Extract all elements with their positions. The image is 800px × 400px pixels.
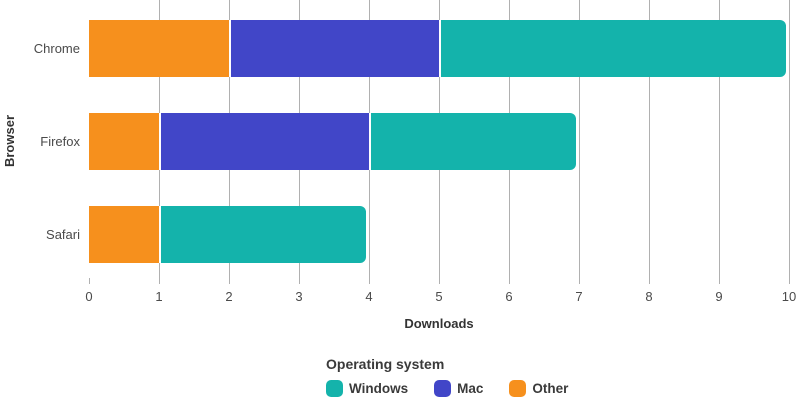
- legend-title: Operating system: [326, 356, 445, 372]
- x-tick-label-3: 3: [295, 289, 303, 304]
- legend-swatch-mac: [434, 380, 452, 397]
- y-category-label-chrome: Chrome: [33, 40, 80, 56]
- x-tick-label-2: 2: [225, 289, 233, 304]
- legend: Operating system Windows Mac Other: [326, 356, 568, 397]
- x-tick-label-8: 8: [645, 289, 653, 304]
- x-axis-title: Downloads: [404, 316, 474, 331]
- bar-segment-firefox-other: [89, 113, 159, 170]
- x-tick-label-1: 1: [155, 289, 163, 304]
- y-category-label-firefox: Firefox: [40, 133, 80, 149]
- x-tick-label-9: 9: [715, 289, 723, 304]
- gridline-9: [719, 0, 720, 284]
- legend-item-mac: Mac: [434, 380, 483, 397]
- legend-swatch-windows: [326, 380, 343, 397]
- legend-item-other: Other: [509, 380, 568, 397]
- legend-swatch-other: [509, 380, 527, 397]
- legend-items: Windows Mac Other: [326, 380, 568, 397]
- bar-segment-firefox-windows: [369, 113, 576, 170]
- legend-label-mac: Mac: [457, 381, 484, 396]
- x-tick-label-7: 7: [575, 289, 583, 304]
- bar-segment-firefox-mac: [159, 113, 369, 170]
- x-tick-label-5: 5: [435, 289, 443, 304]
- axis-zero-tick: [89, 278, 90, 284]
- gridline-8: [649, 0, 650, 284]
- bar-segment-safari-windows: [159, 206, 366, 263]
- gridline-7: [579, 0, 580, 284]
- gridline-10: [789, 0, 790, 284]
- x-tick-label-6: 6: [505, 289, 513, 304]
- y-category-label-safari: Safari: [46, 226, 80, 242]
- bar-segment-chrome-mac: [229, 20, 439, 77]
- bar-segment-safari-other: [89, 206, 159, 263]
- x-tick-label-4: 4: [365, 289, 373, 304]
- x-tick-label-10: 10: [781, 289, 797, 304]
- legend-label-windows: Windows: [349, 381, 409, 396]
- legend-label-other: Other: [532, 381, 569, 396]
- bar-segment-chrome-other: [89, 20, 229, 77]
- x-tick-label-0: 0: [85, 289, 93, 304]
- bar-segment-chrome-windows: [439, 20, 786, 77]
- legend-item-windows: Windows: [326, 380, 408, 397]
